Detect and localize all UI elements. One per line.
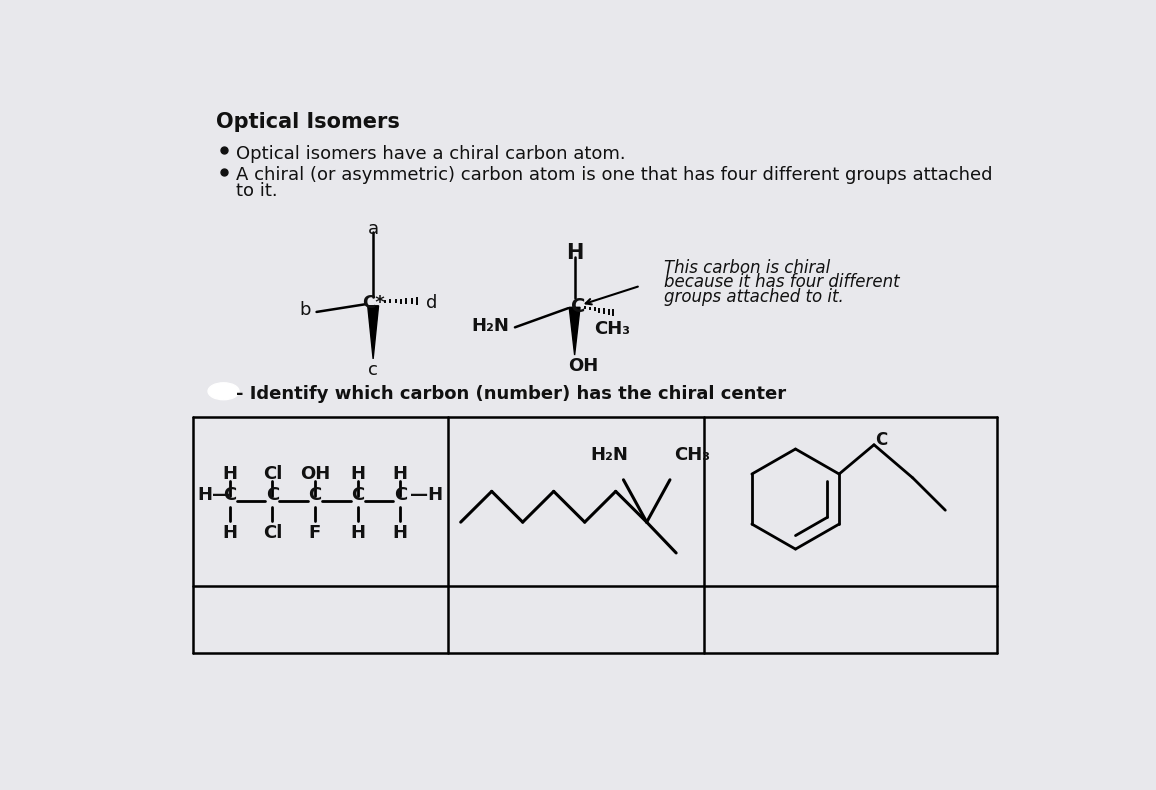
Text: H: H: [222, 524, 237, 542]
Text: because it has four different: because it has four different: [664, 273, 899, 292]
Text: Optical isomers have a chiral carbon atom.: Optical isomers have a chiral carbon ato…: [236, 145, 625, 163]
Text: c: c: [369, 361, 378, 379]
Text: CH₃: CH₃: [674, 446, 710, 465]
Text: H: H: [393, 524, 408, 542]
Text: H: H: [350, 524, 365, 542]
Text: H: H: [350, 465, 365, 483]
Text: H—: H—: [198, 486, 230, 504]
Text: Optical Isomers: Optical Isomers: [216, 111, 400, 132]
Text: C: C: [309, 486, 321, 504]
Text: C: C: [875, 431, 888, 449]
Text: H₂N: H₂N: [591, 446, 629, 465]
Text: a: a: [368, 220, 379, 239]
Text: C: C: [571, 296, 585, 315]
Text: C: C: [223, 486, 236, 504]
Text: This carbon is chiral: This carbon is chiral: [664, 259, 830, 276]
Text: A chiral (or asymmetric) carbon atom is one that has four different groups attac: A chiral (or asymmetric) carbon atom is …: [236, 167, 993, 184]
Text: C*: C*: [362, 294, 385, 312]
Text: H: H: [566, 243, 584, 263]
Text: —H: —H: [409, 486, 443, 504]
Ellipse shape: [208, 383, 239, 400]
Polygon shape: [368, 306, 378, 359]
Text: Cl: Cl: [262, 465, 282, 483]
Text: OH: OH: [569, 356, 599, 374]
Text: - Identify which carbon (number) has the chiral center: - Identify which carbon (number) has the…: [236, 385, 786, 403]
Text: Cl: Cl: [262, 524, 282, 542]
Text: CH₃: CH₃: [594, 320, 630, 337]
Text: groups attached to it.: groups attached to it.: [664, 288, 844, 306]
Text: to it.: to it.: [236, 182, 277, 200]
Text: C: C: [394, 486, 407, 504]
Text: C: C: [266, 486, 279, 504]
Text: d: d: [425, 294, 437, 312]
Polygon shape: [569, 307, 580, 355]
Text: H₂N: H₂N: [470, 317, 509, 335]
Text: C: C: [351, 486, 364, 504]
Text: F: F: [309, 524, 321, 542]
Text: OH: OH: [299, 465, 331, 483]
Text: H: H: [393, 465, 408, 483]
Text: H: H: [222, 465, 237, 483]
Text: b: b: [299, 301, 311, 318]
